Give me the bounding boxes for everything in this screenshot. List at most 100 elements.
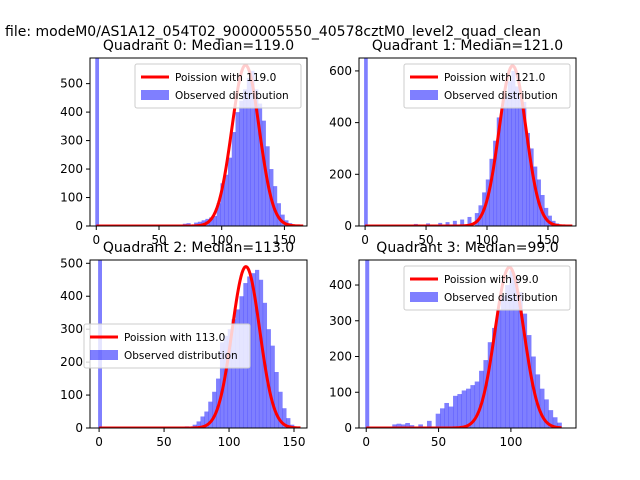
histogram-bar (440, 408, 445, 428)
axes-frame (89, 57, 308, 227)
legend-label-poisson: Poission with 99.0 (444, 274, 539, 286)
x-tick-label: 100 (499, 435, 522, 449)
y-tick-label: 0 (75, 219, 83, 233)
histogram-bar (518, 96, 523, 226)
histogram-bar (251, 273, 256, 428)
histogram-bar (235, 112, 240, 226)
histogram-bar (509, 270, 515, 428)
histogram-bar (246, 77, 251, 226)
histogram-bar (500, 107, 505, 226)
histogram-bar (544, 399, 549, 428)
quadrant-2-panel: 0 50 100 150 0 100 200 300 400 500 Quadrant 2: Med… (60, 240, 308, 449)
y-tick-label: 200 (329, 350, 352, 364)
quadrant-3-panel: 0 50 100 0 100 200 300 400 Quadrant 3: Median=99… (329, 240, 577, 449)
histogram-bar (200, 416, 205, 428)
legend-frame (403, 63, 571, 109)
y-tick-label: 300 (60, 322, 83, 336)
y-tick-label: 300 (329, 314, 352, 328)
x-tick-label: 0 (361, 233, 369, 247)
legend-label-observed: Observed distribution (444, 90, 558, 102)
histogram-bar (239, 100, 244, 226)
histogram-bar (243, 89, 248, 226)
axes-frame (358, 57, 577, 227)
histogram-bar (548, 410, 554, 428)
legend: Poission with 113.0 Observed distribution (83, 323, 251, 369)
histogram-bar (504, 96, 509, 226)
histogram-bar (552, 417, 558, 428)
histogram-bar (231, 319, 236, 428)
legend: Poission with 121.0 Observed distribution (403, 63, 571, 109)
histogram-bar (227, 157, 233, 226)
axes-frame (358, 259, 577, 429)
histogram-bar (444, 402, 449, 428)
histogram-bar (258, 103, 263, 226)
y-tick-label: 0 (344, 421, 352, 435)
histogram-bar (457, 394, 463, 428)
y-tick-label: 400 (60, 289, 83, 303)
histogram-bar (266, 329, 271, 428)
histogram-bar (286, 418, 291, 428)
x-tick-label: 50 (418, 233, 433, 247)
x-tick-label: 100 (218, 435, 241, 449)
quadrant-0-panel: 0 50 100 150 0 100 200 300 400 500 Quadrant 0: Med… (60, 38, 308, 247)
poisson-fit-line (364, 64, 573, 226)
y-tick-label: 100 (60, 191, 83, 205)
x-tick-label: 0 (95, 435, 103, 449)
histogram-bar (474, 381, 480, 428)
histogram-bar (276, 203, 281, 226)
legend-frame (83, 323, 251, 369)
histogram-bar (209, 217, 214, 226)
histogram-bar (270, 345, 275, 428)
legend-label-observed: Observed distribution (175, 90, 289, 102)
histogram-bar (496, 117, 501, 226)
figure-suptitle: a file: modeM0/AS1A12_054T02_9000005550_… (0, 24, 541, 40)
legend-patch-swatch (90, 350, 118, 360)
histogram-bar (227, 329, 232, 428)
histogram-bar (489, 158, 494, 226)
histogram-bar (483, 360, 489, 428)
histogram-bar (278, 391, 283, 428)
histogram-bar (274, 372, 279, 428)
histogram-bar (196, 421, 201, 428)
plot-area (95, 58, 304, 226)
histogram-bar (258, 279, 264, 428)
histogram-bar (522, 101, 527, 226)
histogram-bar (224, 174, 229, 226)
histogram-bar (526, 335, 532, 428)
histogram-bar (513, 277, 519, 428)
legend-label-observed: Observed distribution (124, 350, 238, 362)
histogram-bar (273, 186, 278, 226)
histogram-bar (235, 309, 240, 428)
x-tick-label: 150 (283, 435, 306, 449)
legend-label-poisson: Poission with 121.0 (444, 72, 545, 84)
poisson-fit-line (365, 265, 563, 428)
histogram-bar (254, 89, 259, 226)
histogram-bar (212, 391, 217, 428)
histogram-bar (515, 86, 520, 226)
histogram-bar (533, 166, 538, 226)
histogram-bar (529, 148, 534, 226)
y-tick-label: 400 (60, 105, 83, 119)
plot-area (365, 260, 563, 428)
histogram-bar (445, 222, 450, 226)
histogram-bar (526, 132, 530, 226)
x-tick-label: 100 (210, 233, 233, 247)
histogram-bar (452, 220, 457, 226)
histogram-bar (507, 81, 512, 226)
histogram-bar (493, 140, 498, 226)
histogram-bar (220, 183, 225, 226)
histogram-bar (557, 422, 562, 428)
histogram-bar (438, 222, 443, 226)
y-tick-label: 200 (60, 162, 83, 176)
histogram-bar (223, 335, 229, 428)
histogram-bar (460, 219, 465, 226)
histogram-bar (466, 388, 471, 428)
histogram-bar (255, 269, 260, 428)
legend-frame (134, 63, 302, 109)
x-tick-label: 0 (362, 435, 370, 449)
histogram-bar (426, 420, 432, 428)
quadrant-1-panel: 0 50 100 150 0 200 400 600 Quadrant 1: Median=12… (329, 38, 577, 247)
histogram-bar (216, 203, 221, 226)
legend-patch-swatch (141, 90, 169, 100)
panel-title: Quadrant 1: Median=121.0 (372, 38, 563, 54)
